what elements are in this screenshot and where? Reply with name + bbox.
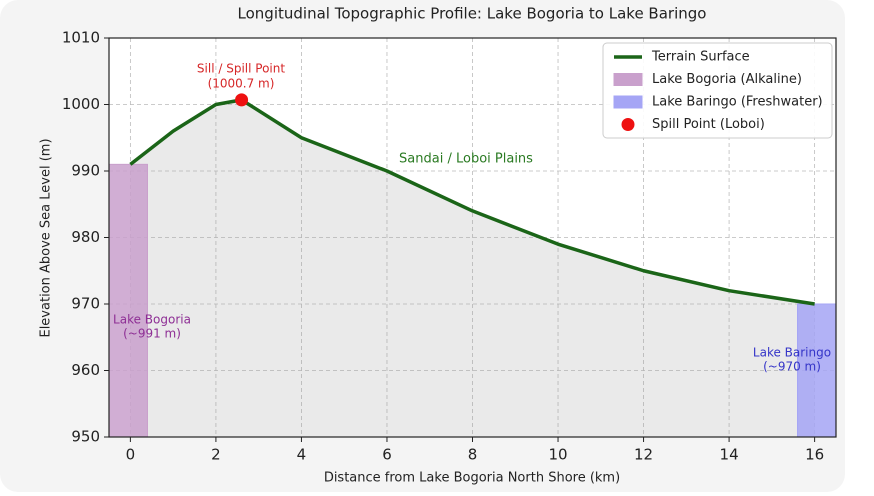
- legend-swatch: [621, 118, 635, 131]
- terrain-line: [129, 98, 815, 306]
- legend-label: Spill Point (Loboi): [652, 117, 765, 132]
- legend-label: Terrain Surface: [651, 50, 750, 65]
- annotation: (~991 m): [123, 327, 181, 341]
- x-tick-label: 12: [634, 446, 653, 464]
- annotation: Lake Baringo: [753, 346, 831, 360]
- x-tick-label: 10: [548, 446, 567, 464]
- legend: Terrain Surface Lake Bogoria (Alkaline) La…: [602, 42, 833, 139]
- y-tick-label: 950: [71, 428, 100, 446]
- annotation: Sandai / Loboi Plains: [399, 152, 533, 167]
- legend-swatch: [613, 73, 643, 86]
- x-tick-label: 6: [382, 446, 392, 464]
- spill-point: [235, 93, 249, 107]
- annotation: (1000.7 m): [208, 77, 275, 91]
- x-tick-label: 14: [720, 446, 739, 464]
- chart-title: Longitudinal Topographic Profile: Lake B…: [238, 5, 707, 23]
- legend-swatch: [613, 95, 643, 109]
- y-tick-label: 980: [71, 228, 100, 246]
- x-tick-label: 16: [805, 446, 824, 464]
- x-axis-label: Distance from Lake Bogoria North Shore (…: [324, 471, 620, 486]
- x-tick-label: 0: [126, 446, 136, 464]
- lake-bar: [108, 163, 148, 438]
- y-axis-label: Elevation Above Sea Level (m): [39, 138, 54, 337]
- annotation: Sill / Spill Point: [197, 62, 285, 76]
- x-tick-label: 4: [297, 446, 307, 464]
- y-tick-label: 960: [71, 361, 100, 379]
- y-tick-label: 970: [71, 295, 100, 313]
- annotation: (~970 m): [763, 360, 821, 374]
- legend-box: [602, 42, 833, 139]
- annotation: Lake Bogoria: [113, 313, 191, 327]
- x-tick-label: 2: [211, 446, 221, 464]
- x-tick-label: 8: [468, 446, 478, 464]
- legend-label: Lake Bogoria (Alkaline): [652, 72, 802, 87]
- y-tick-label: 1010: [62, 29, 100, 47]
- y-tick-label: 1000: [62, 95, 100, 113]
- terrain-area: [130, 99, 815, 437]
- y-tick-label: 990: [71, 162, 100, 180]
- legend-label: Lake Baringo (Freshwater): [652, 95, 823, 110]
